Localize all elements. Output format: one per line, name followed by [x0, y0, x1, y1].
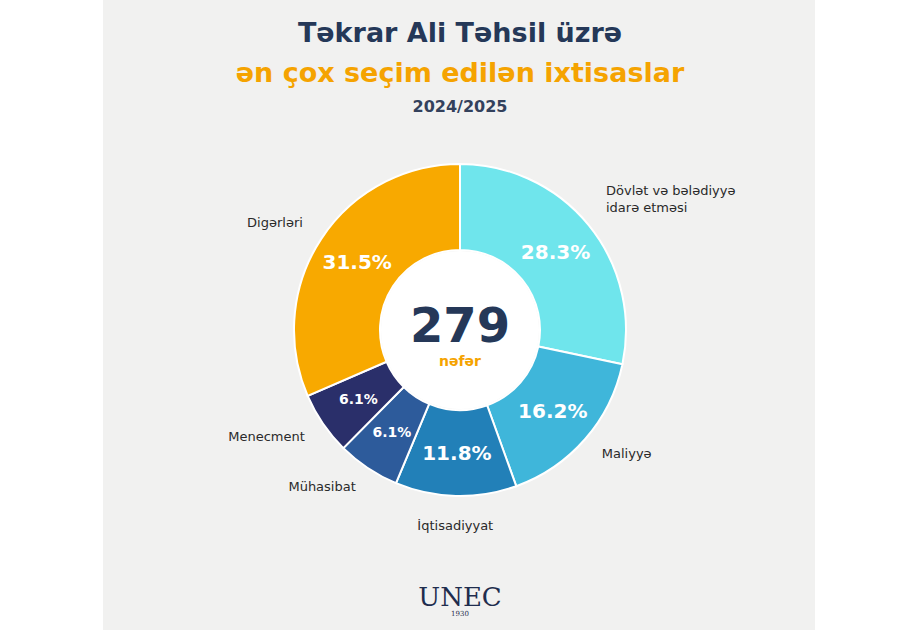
data-label: 28.3%	[521, 240, 590, 264]
category-label: Dövlət və bələdiyyə idarə etməsi	[606, 183, 735, 215]
category-label: Maliyyə	[602, 446, 652, 461]
category-label-line: idarə etməsi	[606, 200, 687, 215]
logo-year: 1930	[451, 610, 469, 618]
category-label-line: Mühasibat	[288, 479, 355, 494]
category-label: Menecment	[228, 429, 305, 444]
center-total: 279	[410, 297, 510, 353]
page-background	[0, 0, 923, 630]
data-label: 6.1%	[339, 391, 378, 407]
chart: Təkrar Ali Təhsil üzrə ən çox seçim edilə…	[0, 0, 923, 630]
category-label-line: Maliyyə	[602, 446, 652, 461]
category-label-line: Dövlət və bələdiyyə	[606, 183, 735, 198]
slices	[294, 164, 626, 496]
category-label-line: Digərləri	[247, 215, 303, 230]
category-label: İqtisadiyyat	[417, 518, 493, 533]
category-label: Digərləri	[247, 215, 303, 230]
data-label: 31.5%	[323, 250, 392, 274]
data-label: 16.2%	[518, 399, 587, 423]
subtitle: ən çox seçim edilən ixtisaslar	[236, 57, 685, 88]
category-label-line: İqtisadiyyat	[417, 518, 493, 533]
data-label: 11.8%	[422, 441, 491, 465]
logo: UNEC	[418, 582, 502, 612]
period: 2024/2025	[413, 97, 508, 116]
data-label: 6.1%	[372, 424, 411, 440]
donut-hole	[381, 251, 539, 409]
category-label: Mühasibat	[288, 479, 355, 494]
title: Təkrar Ali Təhsil üzrə	[298, 17, 622, 48]
center-unit: nəfər	[439, 353, 481, 369]
category-label-line: Menecment	[228, 429, 305, 444]
panel-background	[103, 0, 815, 630]
